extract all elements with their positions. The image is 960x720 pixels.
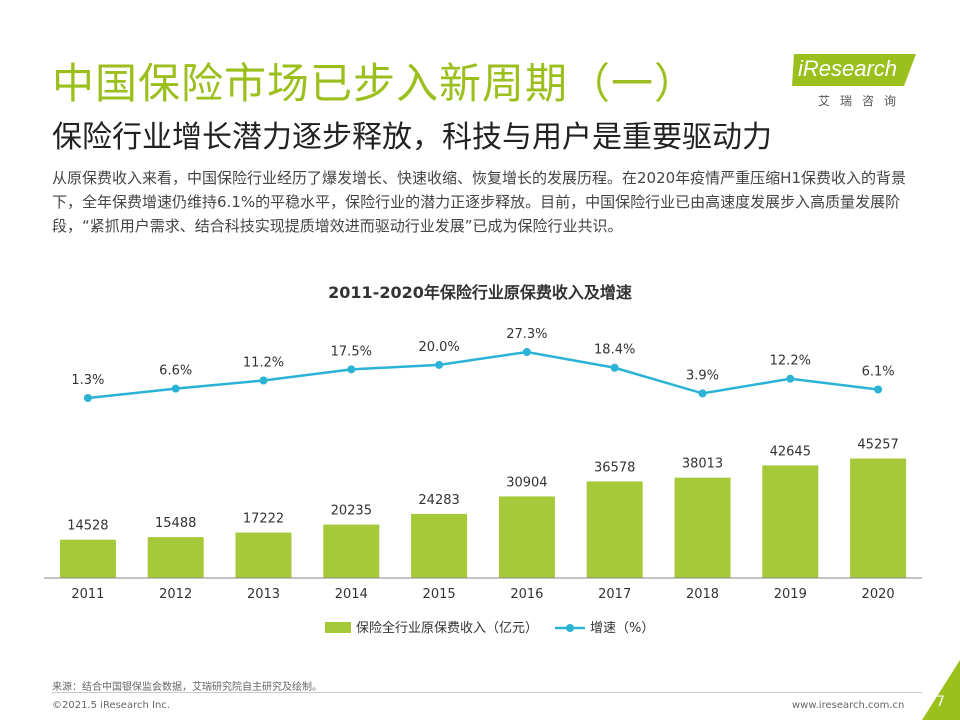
bar-label-2018: 38013 xyxy=(682,457,723,472)
bar-label-2015: 24283 xyxy=(418,493,459,508)
chart-legend: 保险全行业原保费收入（亿元） 增速（%） xyxy=(325,620,654,636)
logo-text: iResearch xyxy=(798,56,898,81)
bar-label-2019: 42645 xyxy=(770,444,811,459)
legend-bar-swatch xyxy=(325,622,351,633)
growth-label-2012: 6.6% xyxy=(159,364,192,379)
intro-paragraph: 从原保费收入来看，中国保险行业经历了爆发增长、快速收缩、恢复增长的发展历程。在2… xyxy=(52,169,907,235)
growth-point-2020 xyxy=(874,385,883,394)
growth-point-2017 xyxy=(610,363,619,372)
x-tick-2019: 2019 xyxy=(774,587,807,602)
bar-2016 xyxy=(498,496,555,578)
growth-point-2015 xyxy=(435,360,444,369)
logo-badge-shape xyxy=(792,54,916,86)
growth-label-2013: 11.2% xyxy=(243,355,284,370)
growth-point-2019 xyxy=(786,374,795,383)
growth-line xyxy=(87,350,879,400)
growth-label-2020: 6.1% xyxy=(862,365,895,380)
copyright: ©2021.5 iResearch Inc. xyxy=(52,700,170,711)
bar-series: 14528 15488 17222 20235 24283 30904 36578 38013… xyxy=(59,438,907,578)
growth-point-2014 xyxy=(347,365,356,374)
growth-label-2014: 17.5% xyxy=(331,344,372,359)
growth-label-2017: 18.4% xyxy=(594,343,635,358)
bar-2020 xyxy=(850,458,907,578)
corner-triangle-icon xyxy=(922,660,960,720)
chart-title: 2011-2020年保险行业原保费收入及增速 xyxy=(328,283,632,302)
bar-label-2017: 36578 xyxy=(594,460,635,475)
bar-label-2014: 20235 xyxy=(331,504,372,519)
x-tick-2020: 2020 xyxy=(862,587,895,602)
x-tick-2012: 2012 xyxy=(159,587,192,602)
bar-2013 xyxy=(235,532,292,578)
page-subtitle: 保险行业增长潜力逐步释放，科技与用户是重要驱动力 xyxy=(52,120,772,155)
website-url: www.iresearch.com.cn xyxy=(792,700,905,711)
legend-line-marker xyxy=(566,624,574,632)
growth-point-2018 xyxy=(698,389,707,398)
bar-2018 xyxy=(674,477,731,578)
source-note: 来源：结合中国银保监会数据，艾瑞研究院自主研究及绘制。 xyxy=(52,682,322,693)
bar-2012 xyxy=(147,537,204,578)
x-tick-labels: 2011 2012 2013 2014 2015 2016 2017 2018 2019 2020 xyxy=(71,587,894,602)
x-tick-2013: 2013 xyxy=(247,587,280,602)
footer-divider xyxy=(52,692,922,693)
growth-point-2016 xyxy=(522,348,531,356)
bar-2017 xyxy=(586,481,643,578)
bar-label-2011: 14528 xyxy=(67,519,108,534)
growth-point-2011 xyxy=(83,394,92,402)
bar-label-2020: 45257 xyxy=(857,438,898,453)
page-title: 中国保险市场已步入新周期（一） xyxy=(52,59,698,108)
x-tick-2014: 2014 xyxy=(335,587,368,602)
x-tick-2017: 2017 xyxy=(598,587,631,602)
legend-bar-label: 保险全行业原保费收入（亿元） xyxy=(356,620,538,636)
page-number: 7 xyxy=(936,694,945,710)
growth-point-2013 xyxy=(259,376,268,385)
x-tick-2015: 2015 xyxy=(423,587,456,602)
chart-area: 2011-2020年保险行业原保费收入及增速 14528 15488 17222 20… xyxy=(44,283,922,636)
growth-label-2019: 12.2% xyxy=(770,354,811,369)
bar-2015 xyxy=(411,513,468,578)
growth-label-2015: 20.0% xyxy=(418,340,459,355)
legend-line-label: 增速（%） xyxy=(590,621,654,636)
bar-label-2016: 30904 xyxy=(506,475,547,490)
x-tick-2018: 2018 xyxy=(686,587,719,602)
growth-label-2016: 27.3% xyxy=(506,327,547,342)
growth-point-2012 xyxy=(171,384,180,393)
bar-label-2013: 17222 xyxy=(243,512,284,527)
line-series: 1.3% 6.6% 11.2% 17.5% 20.0% 27.3% 18.4% 3.9% 12.… xyxy=(71,327,895,402)
iresearch-logo: iResearch 艾瑞咨询 xyxy=(790,52,920,112)
logo-subtext: 艾瑞咨询 xyxy=(818,94,907,108)
bar-2011 xyxy=(59,539,116,578)
x-tick-2016: 2016 xyxy=(510,587,543,602)
growth-label-2011: 1.3% xyxy=(71,373,104,388)
bar-label-2012: 15488 xyxy=(155,516,196,531)
bar-2014 xyxy=(323,524,380,578)
growth-label-2018: 3.9% xyxy=(686,368,719,383)
bar-2019 xyxy=(762,465,819,578)
x-tick-2011: 2011 xyxy=(71,587,104,602)
